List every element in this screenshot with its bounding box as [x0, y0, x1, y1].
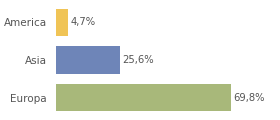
Bar	[56, 84, 231, 111]
Text: 4,7%: 4,7%	[70, 17, 95, 27]
Bar	[56, 46, 120, 74]
Bar	[56, 9, 68, 36]
Text: 25,6%: 25,6%	[122, 55, 154, 65]
Text: 69,8%: 69,8%	[233, 93, 265, 103]
